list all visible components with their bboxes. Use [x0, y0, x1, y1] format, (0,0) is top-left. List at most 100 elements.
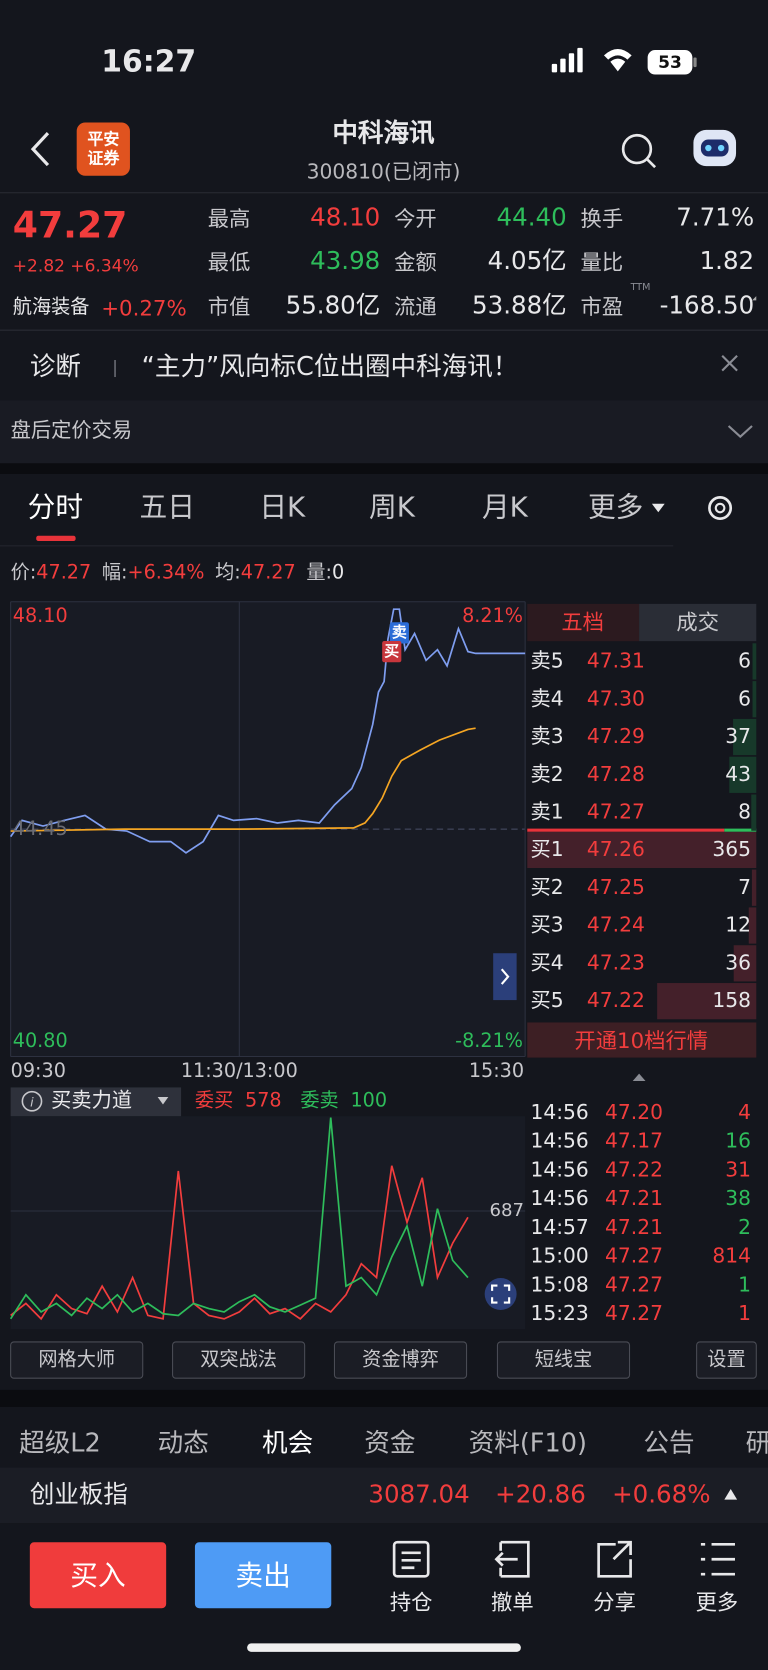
section-tab[interactable]: 公告 [643, 1428, 695, 1459]
search-button[interactable] [621, 133, 653, 165]
level-price: 47.22 [586, 988, 645, 1013]
gap [0, 463, 768, 474]
level-label: 卖3 [530, 724, 564, 749]
scroll-arrow[interactable] [632, 1073, 646, 1082]
tool-button[interactable] [172, 1341, 306, 1379]
fullscreen-button[interactable] [484, 1278, 517, 1311]
buy-label[interactable]: 买入 [70, 1560, 126, 1593]
level-volume: 37 [725, 724, 751, 749]
trade-time: 15:00 [530, 1244, 589, 1268]
trade-price: 47.17 [605, 1129, 663, 1153]
section-tab[interactable]: 机会 [262, 1428, 314, 1459]
period-tab[interactable]: 日K [259, 492, 306, 525]
series-line [10, 727, 476, 832]
y-tick-label: 44.45 [12, 817, 68, 840]
trade-price: 47.27 [605, 1244, 663, 1268]
stat-value: 1.82 [699, 247, 755, 276]
spread-bar [527, 828, 725, 832]
level-volume: 365 [712, 837, 751, 862]
depth-bar [733, 718, 757, 756]
info-label: 价: [10, 561, 37, 584]
trade-price: 47.21 [605, 1215, 663, 1240]
level-volume: 6 [738, 649, 751, 673]
stat-label: 换手 [580, 205, 624, 232]
action-label[interactable]: 分享 [593, 1589, 636, 1615]
tool-button[interactable] [696, 1341, 757, 1379]
level-label: 买2 [530, 875, 564, 899]
buy-button[interactable] [29, 1542, 167, 1609]
trade-time: 14:56 [530, 1158, 589, 1182]
level-label: 买1 [530, 837, 564, 862]
back-button[interactable] [30, 132, 50, 167]
level-label: 卖4 [530, 686, 564, 711]
level-volume: 7 [738, 875, 751, 899]
trade-time: 14:56 [530, 1100, 589, 1125]
upgrade-button[interactable]: 开通10档行情 [574, 1027, 709, 1054]
y2-tick-label: 8.21% [462, 604, 524, 628]
depth-bar [657, 983, 757, 1020]
broker-logo [76, 122, 130, 176]
tool-label[interactable]: 短线宝 [534, 1348, 593, 1371]
book-tab[interactable]: 成交 [676, 609, 720, 635]
stat-label: 今开 [394, 205, 437, 232]
stat-label: 金额 [394, 249, 437, 275]
trade-time: 15:08 [530, 1273, 589, 1297]
stat-label: 最高 [207, 205, 251, 232]
tool-button[interactable] [10, 1341, 144, 1379]
signal [551, 63, 558, 73]
trade-volume: 4 [738, 1100, 751, 1125]
tool-label[interactable]: 网格大师 [38, 1348, 116, 1371]
tool-button[interactable] [333, 1341, 468, 1379]
tool-label[interactable]: 设置 [707, 1348, 746, 1371]
stat-value: 44.40 [496, 203, 567, 232]
settings-button[interactable] [708, 496, 733, 521]
close-banner[interactable] [721, 354, 738, 372]
trade-volume: 814 [712, 1244, 751, 1268]
stat-label: 量比 [580, 249, 624, 275]
book-tab[interactable]: 五档 [561, 609, 604, 635]
after-hours-trading[interactable]: 盘后定价交易 [10, 419, 133, 443]
signal [568, 53, 575, 73]
stat-value: 7.71% [676, 203, 755, 232]
period-tab[interactable]: 周K [369, 492, 415, 525]
indicator-title[interactable]: 买卖力道 [51, 1089, 133, 1113]
section-tab[interactable]: 超级L2 [19, 1428, 101, 1459]
corner-mark [752, 296, 757, 301]
period-tab[interactable]: 月K [481, 492, 528, 525]
section-tab[interactable]: 资金 [364, 1428, 416, 1459]
action-label[interactable]: 撤单 [491, 1589, 534, 1615]
stat-superscript: TTM [630, 282, 651, 294]
expand-arrow[interactable] [724, 1488, 738, 1500]
expand-after-hours[interactable] [727, 425, 753, 439]
chevron [500, 968, 510, 985]
section-tab[interactable]: 研 [746, 1430, 768, 1456]
info-icon[interactable] [21, 1090, 43, 1112]
tool-button[interactable] [496, 1341, 631, 1379]
depth-bar [751, 869, 757, 906]
tool-label[interactable]: 资金博弈 [362, 1348, 439, 1371]
expand-button[interactable] [493, 953, 517, 1001]
period-tab[interactable]: 分时 [27, 492, 84, 525]
period-tab[interactable]: 五日 [139, 492, 195, 525]
trade-price: 47.27 [605, 1302, 663, 1326]
section-tab[interactable]: 动态 [157, 1428, 209, 1459]
dropdown-arrow[interactable] [157, 1097, 169, 1105]
action-label[interactable]: 持仓 [389, 1589, 433, 1615]
depth-bar [748, 907, 757, 944]
upgrade-bg[interactable] [527, 1022, 757, 1058]
period-tab[interactable]: 更多 [587, 492, 644, 525]
level-volume: 43 [725, 762, 751, 787]
trade-time: 14:56 [530, 1186, 589, 1211]
after-hours-bg [0, 400, 768, 464]
stat-label: 市值 [207, 293, 251, 320]
section-tab[interactable]: 资料(F10) [468, 1428, 588, 1459]
index-value: 3087.04 [368, 1480, 470, 1509]
action-label[interactable]: 更多 [695, 1589, 739, 1615]
banner-text[interactable]: “主力”风向标C位出圈中科海讯！ [141, 351, 519, 382]
sell-button[interactable] [194, 1542, 332, 1609]
tool-label[interactable]: 双突战法 [200, 1348, 277, 1371]
action-icons [392, 1540, 735, 1578]
stat-value: -168.50 [659, 292, 755, 321]
sell-label[interactable]: 卖出 [235, 1560, 291, 1593]
change: +2.82 [12, 255, 66, 276]
